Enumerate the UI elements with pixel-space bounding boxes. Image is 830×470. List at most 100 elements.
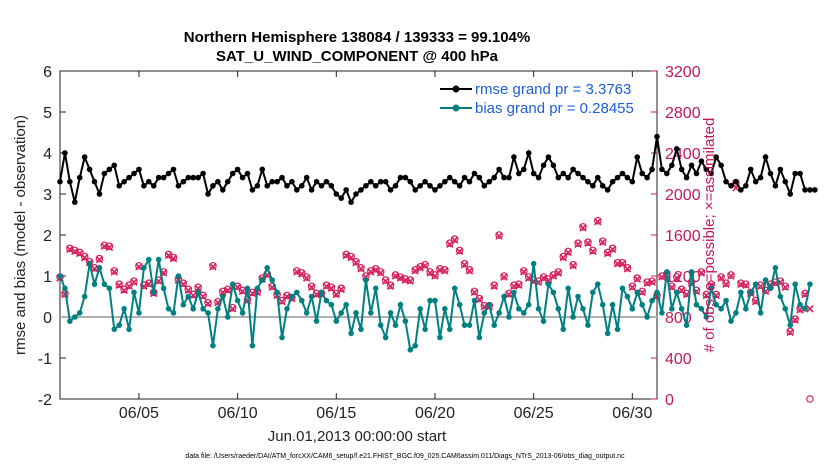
obs-assimilated-marker: [169, 254, 178, 263]
x-tick-label: 06/30: [612, 405, 652, 422]
obs-possible-marker: [421, 260, 429, 269]
rmse-point: [126, 174, 132, 181]
rmse-point: [131, 170, 137, 177]
obs-possible-marker: [539, 273, 548, 281]
obs-possible-marker: [465, 266, 474, 274]
rmse-point: [190, 174, 197, 181]
obs-possible-marker: [519, 267, 528, 275]
obs-possible-marker: [500, 272, 508, 280]
obs-possible-marker: [460, 259, 469, 268]
obs-possible-marker: [584, 238, 592, 246]
obs-assimilated-marker: [411, 267, 420, 275]
obs-possible-marker: [742, 280, 750, 289]
bias-point: [72, 314, 78, 320]
rmse-point: [57, 178, 63, 185]
obs-possible-marker: [209, 261, 217, 270]
rmse-point: [669, 162, 675, 169]
obs-assimilated-marker: [441, 267, 449, 275]
obs-possible-marker: [692, 286, 701, 295]
rmse-point: [224, 178, 231, 185]
obs-possible-marker: [391, 271, 400, 279]
obs-assimilated-marker: [623, 265, 632, 273]
obs-possible-marker: [332, 289, 341, 298]
obs-possible-marker: [623, 263, 632, 272]
bias-point: [629, 306, 636, 312]
obs-assimilated-marker: [702, 291, 711, 300]
rmse-point: [412, 187, 419, 193]
bias-point: [343, 301, 349, 308]
rmse-point: [590, 183, 596, 189]
obs-assimilated-marker: [293, 268, 301, 276]
obs-possible-marker: [115, 280, 124, 289]
obs-possible-marker: [110, 267, 119, 275]
rmse-point: [298, 183, 305, 189]
bias-point: [348, 330, 354, 337]
legend-rmse-marker: [452, 85, 460, 93]
bias-point: [673, 289, 680, 296]
rmse-point: [747, 166, 754, 173]
rmse-point: [402, 174, 409, 181]
bias-point: [772, 265, 779, 271]
bias-point: [274, 289, 280, 296]
bias-point: [180, 301, 187, 308]
rmse-point: [111, 162, 118, 169]
rmse-point: [624, 174, 631, 181]
obs-assimilated-marker: [455, 247, 464, 256]
rmse-point: [802, 187, 808, 193]
obs-possible-marker: [248, 288, 257, 297]
obs-possible-marker: [781, 282, 790, 291]
rmse-point: [456, 183, 463, 189]
bias-point: [363, 277, 369, 283]
bias-point: [451, 285, 458, 292]
obs-possible-marker: [441, 266, 449, 274]
obs-possible-marker: [717, 273, 725, 281]
rmse-point: [555, 174, 562, 181]
rmse-point: [580, 174, 586, 181]
rmse-point: [629, 178, 636, 185]
obs-possible-marker: [204, 298, 212, 307]
bias-point: [382, 334, 389, 341]
rmse-point: [693, 170, 700, 177]
bias-point: [210, 342, 216, 349]
bias-point: [81, 293, 88, 300]
obs-assimilated-marker: [658, 273, 666, 281]
bias-point: [368, 310, 374, 316]
bias-point: [446, 326, 453, 333]
bias-point: [654, 289, 660, 296]
rmse-point: [259, 166, 266, 173]
bias-point: [580, 306, 586, 312]
obs-possible-marker: [574, 239, 582, 248]
obs-assimilated-marker: [90, 265, 99, 273]
x-tick-label: 06/20: [415, 405, 455, 422]
obs-assimilated-marker: [697, 269, 706, 277]
bias-point: [752, 281, 759, 288]
obs-possible-marker: [806, 395, 814, 403]
y-right-tick-label: 1600: [665, 228, 701, 245]
bias-point: [284, 306, 290, 312]
obs-possible-marker: [66, 244, 74, 253]
y-tick-label: 4: [43, 146, 52, 163]
data-file-footnote: data file: /Users/raeder/DAI/ATM_forcXX/…: [185, 453, 625, 460]
bias-point: [62, 285, 68, 292]
bias-point: [461, 322, 468, 329]
rmse-point: [308, 187, 315, 193]
bias-point: [377, 322, 384, 329]
obs-assimilated-marker: [406, 277, 415, 285]
obs-assimilated-marker: [110, 268, 119, 276]
bias-point: [698, 306, 705, 312]
bias-point: [525, 301, 532, 308]
rmse-point: [525, 150, 532, 156]
rmse-point: [101, 170, 108, 177]
bias-point: [678, 306, 685, 312]
bias-point: [392, 322, 399, 329]
bias-point: [57, 273, 63, 279]
rmse-point: [688, 162, 695, 169]
y-axis-label: rmse and bias (model - observation): [12, 115, 29, 355]
rmse-point: [81, 154, 88, 160]
bias-point: [669, 306, 675, 312]
rmse-point: [121, 178, 127, 185]
rmse-point: [229, 170, 236, 177]
rmse-point: [249, 187, 256, 193]
x-tick-label: 06/10: [218, 405, 258, 422]
obs-possible-marker: [633, 274, 642, 282]
